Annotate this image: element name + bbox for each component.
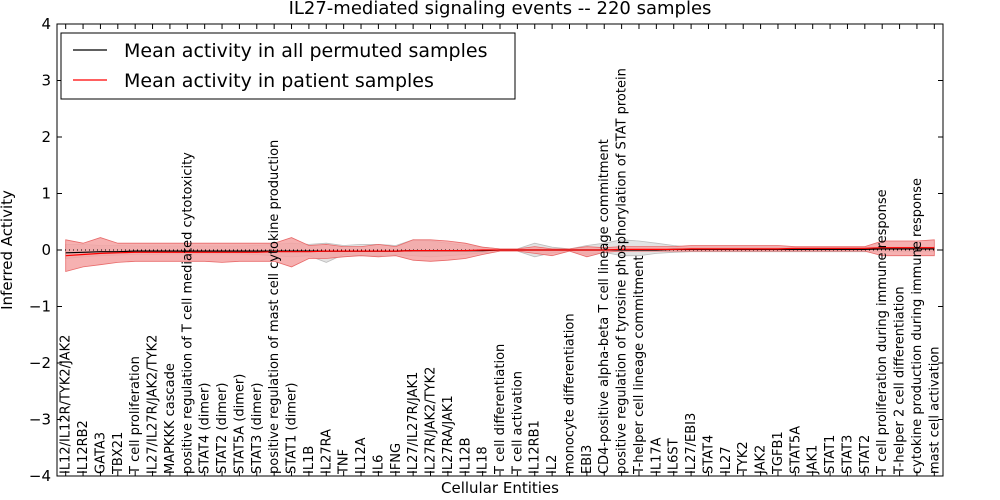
category-label: STAT4 (dimer) bbox=[198, 383, 213, 474]
category-label: STAT1 (dimer) bbox=[285, 383, 300, 474]
category-label: IL12A bbox=[354, 437, 369, 474]
category-labels: IL12/IL12R/TYK2/JAK2 IL12RB2 GATA3 TBX21 T c… bbox=[59, 68, 943, 475]
category-label: STAT2 (dimer) bbox=[215, 383, 230, 474]
y-axis-label: Inferred Activity bbox=[0, 190, 16, 310]
category-label: IL27/EBI3 bbox=[684, 413, 699, 474]
category-label: T cell proliferation during immune respo… bbox=[875, 189, 890, 475]
category-label: IL27 bbox=[719, 446, 734, 474]
patient-band bbox=[65, 237, 935, 273]
y-axis-ticks: −4 −3 −2 −1 0 1 2 3 4 bbox=[29, 15, 943, 485]
category-label: T cell differentiation bbox=[493, 344, 508, 475]
category-label: TBX21 bbox=[111, 432, 126, 475]
category-label: T-helper 2 cell differentiation bbox=[893, 286, 908, 475]
category-label: IL6ST bbox=[667, 438, 682, 474]
series-line-patient bbox=[65, 247, 935, 257]
category-label: T cell proliferation bbox=[128, 356, 143, 475]
category-label: TNF bbox=[337, 449, 352, 475]
category-label: T-helper cell lineage commitment bbox=[632, 256, 647, 475]
category-label: IL1B bbox=[302, 446, 317, 474]
y-tick-label: −4 bbox=[29, 467, 51, 485]
category-label: STAT5A bbox=[788, 426, 803, 474]
patient-band-layer bbox=[65, 237, 935, 273]
category-label: MAPKKK cascade bbox=[163, 363, 178, 474]
y-tick-label: 0 bbox=[41, 241, 51, 259]
category-label: IL12RB2 bbox=[76, 420, 91, 474]
legend-label-permuted: Mean activity in all permuted samples bbox=[124, 40, 487, 62]
category-label: STAT1 bbox=[823, 435, 838, 474]
y-tick-label: 3 bbox=[41, 72, 51, 90]
y-tick-label: −1 bbox=[29, 298, 51, 316]
category-label: TYK2 bbox=[736, 441, 751, 475]
category-label: JAK1 bbox=[806, 445, 821, 475]
category-label: cytokine production during immune respon… bbox=[910, 178, 925, 474]
y-tick-label: −3 bbox=[29, 411, 51, 429]
category-label: IL12B bbox=[458, 437, 473, 474]
category-label: IL27/IL27R/JAK1 bbox=[406, 372, 421, 474]
category-label: IL18 bbox=[476, 446, 491, 474]
category-label: positive regulation of T cell mediated c… bbox=[180, 152, 195, 474]
category-label: IL12RB1 bbox=[528, 420, 543, 474]
category-label: IL6 bbox=[371, 455, 386, 474]
category-label: IL27R/JAK2/TYK2 bbox=[424, 367, 439, 474]
x-axis-ticks bbox=[65, 24, 935, 476]
category-label: STAT4 bbox=[701, 435, 716, 474]
y-tick-label: 2 bbox=[41, 128, 51, 146]
category-label: IL12/IL12R/TYK2/JAK2 bbox=[59, 335, 74, 474]
category-label: STAT3 (dimer) bbox=[250, 383, 265, 474]
x-axis-label: Cellular Entities bbox=[441, 479, 559, 497]
category-label: JAK2 bbox=[754, 445, 769, 475]
legend-box bbox=[60, 32, 516, 100]
y-tick-label: 1 bbox=[41, 185, 51, 203]
y-tick-label: −2 bbox=[29, 354, 51, 372]
category-label: STAT3 bbox=[840, 435, 855, 474]
category-label: IFNG bbox=[389, 443, 404, 474]
category-label: T cell activation bbox=[510, 371, 525, 475]
category-label: positive regulation of tyrosine phosphor… bbox=[615, 68, 630, 474]
legend-label-patient: Mean activity in patient samples bbox=[124, 70, 434, 92]
category-label: STAT2 bbox=[858, 435, 873, 474]
category-label: EBI3 bbox=[580, 445, 595, 474]
category-label: monocyte differentiation bbox=[562, 313, 577, 474]
category-label: IL17A bbox=[649, 437, 664, 474]
category-label: GATA3 bbox=[93, 432, 108, 474]
category-label: positive regulation of mast cell cytokin… bbox=[267, 140, 282, 474]
y-tick-label: 4 bbox=[41, 15, 51, 33]
category-label: IL27RA/JAK1 bbox=[441, 395, 456, 474]
category-label: STAT5A (dimer) bbox=[232, 374, 247, 474]
category-label: IL2 bbox=[545, 455, 560, 474]
category-label: mast cell activation bbox=[927, 346, 942, 474]
category-label: IL27/IL27R/JAK2/TYK2 bbox=[146, 335, 161, 474]
chart-title: IL27-mediated signaling events -- 220 sa… bbox=[289, 0, 712, 19]
legend: Mean activity in all permuted samples Me… bbox=[60, 32, 516, 100]
category-label: TGFB1 bbox=[771, 431, 786, 475]
category-label: IL27RA bbox=[319, 429, 334, 474]
category-label: CD4-positive alpha-beta T cell lineage c… bbox=[597, 139, 612, 474]
series-line-layer bbox=[65, 247, 935, 257]
